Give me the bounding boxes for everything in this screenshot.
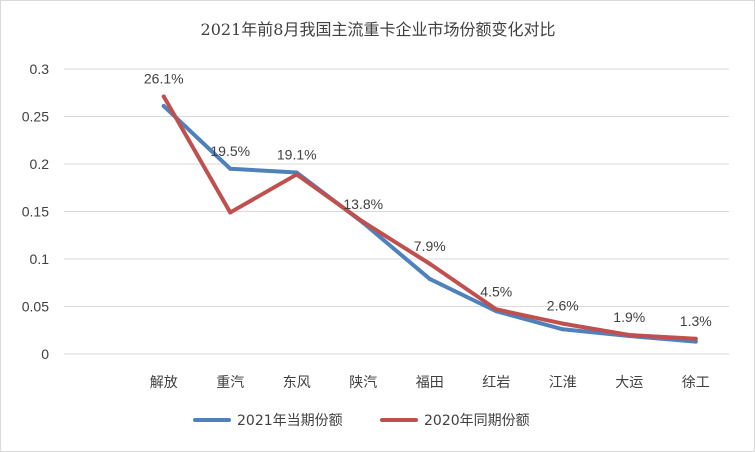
y-tick-label: 0.1: [30, 251, 50, 267]
data-point: [627, 333, 632, 337]
data-point: [494, 307, 499, 312]
x-category-label: 福田: [416, 375, 444, 391]
data-point: [161, 104, 166, 109]
data-point: [427, 276, 432, 281]
data-point: [228, 166, 233, 171]
legend-label: 2021年当期份额: [237, 413, 343, 429]
data-point: [294, 172, 299, 177]
series-lines: [161, 94, 698, 344]
data-label: 1.9%: [613, 309, 645, 325]
x-category-label: 东风: [283, 375, 311, 391]
x-category-label: 陕汽: [349, 375, 377, 391]
data-label: 4.5%: [480, 283, 512, 299]
data-point: [560, 321, 565, 326]
x-category-label: 大运: [615, 375, 643, 391]
data-label: 2.6%: [547, 298, 579, 314]
x-axis-categories: 解放 重汽 东风 陕汽 福田 红岩 江淮 大运 徐工: [150, 375, 710, 391]
y-axis-ticks: 0 0.05 0.1 0.15 0.2 0.25 0.3: [22, 61, 49, 362]
x-category-label: 红岩: [482, 375, 510, 391]
data-point: [361, 219, 366, 224]
data-point: [427, 261, 432, 266]
data-label: 13.8%: [343, 196, 383, 212]
series-line-1: [161, 94, 698, 341]
y-tick-label: 0.3: [30, 61, 50, 77]
data-labels: 26.1% 19.5% 19.1% 13.8% 7.9% 4.5% 2.6% 1.9% 1.3%: [144, 71, 712, 329]
data-point: [560, 327, 565, 332]
data-label: 19.5%: [210, 143, 250, 159]
x-category-label: 江淮: [549, 375, 577, 391]
legend-label: 2020年同期份额: [424, 413, 530, 429]
legend: 2021年当期份额 2020年同期份额: [193, 413, 530, 429]
y-tick-label: 0.05: [22, 299, 49, 315]
chart-title: 2021年前8月我国主流重卡企业市场份额变化对比: [201, 20, 556, 39]
data-point: [161, 94, 166, 99]
data-label: 7.9%: [414, 238, 446, 254]
data-point: [228, 210, 233, 215]
data-label: 1.3%: [680, 313, 712, 329]
x-category-label: 解放: [150, 375, 178, 391]
x-category-label: 徐工: [682, 375, 710, 391]
y-tick-label: 0: [41, 346, 49, 362]
data-label: 19.1%: [277, 147, 317, 163]
data-label: 26.1%: [144, 71, 184, 87]
data-point: [693, 336, 698, 341]
y-tick-label: 0.25: [22, 109, 49, 125]
y-tick-label: 0.15: [22, 204, 49, 220]
y-tick-label: 0.2: [30, 156, 50, 172]
x-category-label: 重汽: [216, 375, 244, 391]
